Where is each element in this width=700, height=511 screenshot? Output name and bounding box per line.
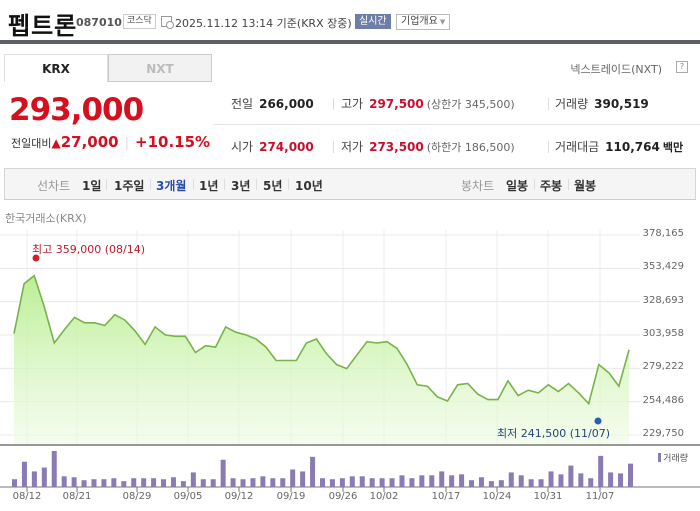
x-tick-label: 08/12	[12, 491, 42, 502]
stat-high: 고가 297,500 (상한가 345,500)	[341, 97, 515, 111]
stats-divider	[213, 124, 700, 125]
y-tick-label: 229,750	[642, 428, 684, 439]
period-10y[interactable]: 10년	[295, 179, 323, 193]
y-tick-label: 279,222	[642, 361, 684, 373]
candle-daily[interactable]: 일봉	[506, 179, 529, 193]
divider	[333, 98, 334, 110]
x-tick-label: 10/24	[482, 491, 512, 502]
change-label: 전일대비	[11, 137, 52, 150]
legend-swatch	[658, 453, 662, 462]
volume-legend: 거래량	[658, 451, 688, 464]
x-tick-label: 08/29	[122, 491, 152, 502]
x-tick-label: 11/07	[585, 491, 615, 502]
high-annotation: 최고 359,000 (08/14)	[32, 243, 146, 256]
change-percent: +10.15%	[135, 133, 211, 151]
stat-open: 시가 274,000	[231, 140, 314, 154]
candle-monthly[interactable]: 월봉	[574, 179, 597, 193]
divider: |	[124, 136, 129, 151]
x-tick-label: 10/02	[369, 491, 399, 502]
stock-header: 펩트론 087010 코스닥 2025.11.12 13:14 기준(KRX 장…	[0, 0, 700, 44]
x-tick-label: 10/31	[533, 491, 563, 502]
realtime-badge: 실시간	[355, 14, 391, 29]
company-info-label: 기업개요	[401, 16, 438, 27]
x-tick-label: 09/12	[224, 491, 254, 502]
x-tick-label: 09/26	[328, 491, 358, 502]
y-tick-label: 254,486	[642, 394, 684, 406]
stock-code: 087010	[76, 16, 122, 29]
period-5y[interactable]: 5년	[263, 179, 283, 193]
chart-period-bar: 선차트 1일 1주일 3개월 1년 3년 5년 10년 봉차트 일봉 주봉 월봉	[4, 168, 696, 200]
y-tick-label: 303,958	[642, 328, 684, 339]
low-marker	[594, 417, 602, 425]
stock-name: 펩트론	[8, 12, 78, 40]
change-amount: 27,000	[60, 133, 119, 151]
period-1w[interactable]: 1주일	[114, 179, 145, 193]
divider	[333, 141, 334, 153]
x-tick-label: 09/05	[173, 491, 203, 502]
period-1d[interactable]: 1일	[82, 179, 102, 193]
low-annotation: 최저 241,500 (11/07)	[497, 427, 611, 440]
up-arrow-icon: ▲	[51, 136, 61, 150]
company-info-dropdown[interactable]: 기업개요 ▼	[396, 14, 451, 30]
y-tick-label: 328,693	[642, 294, 684, 306]
exchange-label: 한국거래소(KRX)	[5, 212, 87, 225]
y-tick-label: 378,165	[642, 228, 684, 239]
timestamp: 2025.11.12 13:14 기준(KRX 장중)	[175, 17, 352, 30]
x-tick-label: 10/17	[431, 491, 461, 502]
line-chart-label: 선차트	[37, 179, 71, 193]
stat-volume: 거래량 390,519	[555, 97, 649, 111]
nxt-info-link[interactable]: 넥스트레이드(NXT)	[570, 63, 662, 76]
stat-trade-value: 거래대금 110,764 백만	[555, 140, 684, 154]
market-badge: 코스닥	[123, 14, 156, 29]
period-3m[interactable]: 3개월	[156, 179, 187, 193]
x-tick-label: 09/19	[276, 491, 306, 502]
candle-chart-label: 봉차트	[461, 179, 495, 193]
help-icon[interactable]: ?	[676, 61, 688, 73]
period-3y[interactable]: 3년	[231, 179, 251, 193]
stat-prev-close: 전일 266,000	[231, 97, 314, 111]
tab-krx[interactable]: KRX	[4, 54, 108, 82]
x-tick-label: 08/21	[62, 491, 92, 502]
price-change: 전일대비▲27,000 | +10.15%	[11, 133, 210, 151]
candle-weekly[interactable]: 주봉	[540, 179, 563, 193]
divider	[548, 141, 549, 153]
chevron-down-icon: ▼	[439, 18, 446, 26]
divider	[548, 98, 549, 110]
stat-low: 저가 273,500 (하한가 186,500)	[341, 140, 515, 154]
calendar-clock-icon	[161, 16, 174, 29]
tab-nxt[interactable]: NXT	[108, 54, 212, 82]
current-price: 293,000	[9, 92, 144, 128]
y-tick-label: 353,429	[642, 261, 684, 273]
period-1y[interactable]: 1년	[199, 179, 219, 193]
